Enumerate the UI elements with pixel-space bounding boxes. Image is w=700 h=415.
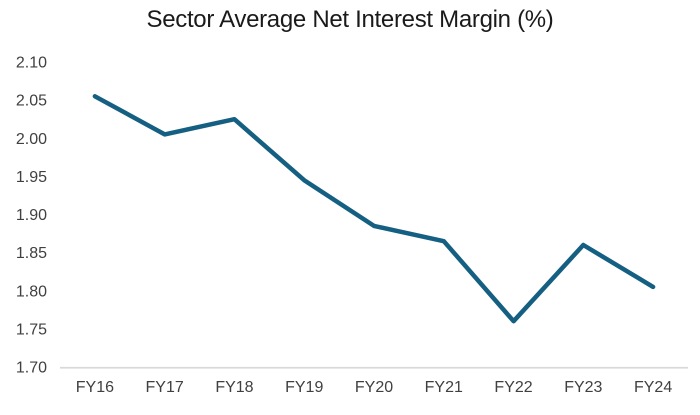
x-axis-tick-label: FY20	[355, 379, 393, 396]
y-axis-tick-label: 2.10	[16, 55, 47, 72]
x-axis-tick-label: FY21	[425, 379, 463, 396]
x-axis-tick-label: FY18	[215, 379, 253, 396]
chart-title: Sector Average Net Interest Margin (%)	[146, 6, 554, 33]
x-axis-tick-label: FY19	[285, 379, 323, 396]
y-axis-tick-label: 2.05	[16, 93, 47, 110]
x-axis-tick-label: FY17	[146, 379, 184, 396]
y-axis-tick-label: 1.75	[16, 321, 47, 338]
y-axis-tick-label: 1.90	[16, 207, 47, 224]
y-axis-tick-label: 1.85	[16, 245, 47, 262]
x-axis-tick-label: FY22	[494, 379, 532, 396]
x-axis-tick-label: FY16	[76, 379, 114, 396]
y-axis-tick-label: 1.95	[16, 169, 47, 186]
y-axis-tick-label: 1.70	[16, 360, 47, 377]
y-axis-tick-label: 1.80	[16, 283, 47, 300]
x-axis-tick-label: FY24	[634, 379, 672, 396]
nim-line-series	[92, 94, 656, 324]
y-axis-tick-label: 2.00	[16, 131, 47, 148]
x-axis-tick-label: FY23	[564, 379, 602, 396]
